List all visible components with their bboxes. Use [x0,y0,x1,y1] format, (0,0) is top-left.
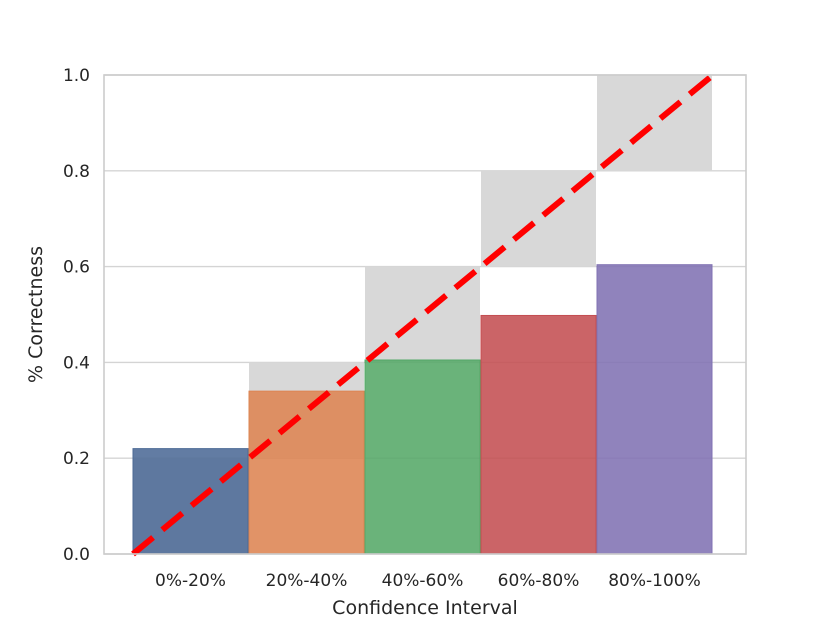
y-tick-label: 0.4 [63,353,90,373]
x-tick-label: 80%-100% [608,571,701,591]
x-tick-labels: 0%-20% 20%-40% 40%-60% 60%-80% 80%-100% [155,571,701,591]
accuracy-bar [364,359,481,555]
reference-line [131,72,715,557]
x-tick-label: 40%-60% [382,571,464,591]
y-axis-label: % Correctness [25,246,47,383]
x-tick-label: 20%-40% [266,571,348,591]
accuracy-bar [480,314,597,555]
y-tick-label: 0.0 [63,545,90,565]
x-tick-label: 60%-80% [498,571,580,591]
accuracy-bar [596,264,713,555]
y-tick-label: 1.0 [63,66,90,86]
accuracy-bar [248,390,365,555]
reference-line-layer [131,72,715,557]
x-axis-label: Confidence Interval [332,597,518,619]
y-tick-label: 0.8 [63,162,90,182]
x-tick-label: 0%-20% [155,571,226,591]
y-tick-label: 0.2 [63,449,90,469]
plot-frame [103,74,747,555]
y-tick-labels: 0.0 0.2 0.4 0.6 0.8 1.0 [63,66,90,565]
y-tick-label: 0.6 [63,258,90,278]
